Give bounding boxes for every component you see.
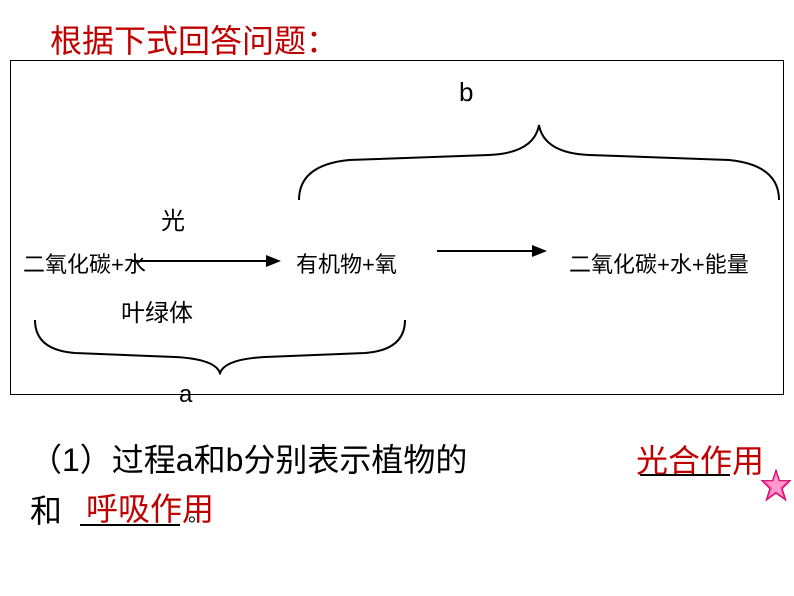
arrow-1: [131, 251, 281, 271]
product-text: 二氧化碳+水+能量: [569, 247, 749, 279]
reactant-text: 二氧化碳+水: [23, 247, 146, 279]
brace-top: [289, 105, 789, 205]
light-label: 光: [161, 201, 185, 236]
diagram-container: b 光 二氧化碳+水 有机物+氧 二氧化碳+水+能量 叶绿体 a: [10, 60, 784, 395]
and-text: 和: [30, 486, 62, 532]
label-a: a: [179, 381, 192, 409]
blank-line-1: [640, 474, 730, 476]
brace-bottom: [25, 315, 415, 375]
period: 。: [188, 498, 208, 527]
page-title: 根据下式回答问题：: [50, 16, 338, 62]
label-b: b: [459, 77, 473, 108]
arrow-2: [437, 241, 547, 261]
blank-line-2: [80, 524, 180, 526]
middle-text: 有机物+氧: [296, 247, 397, 279]
star-icon: [758, 466, 794, 506]
